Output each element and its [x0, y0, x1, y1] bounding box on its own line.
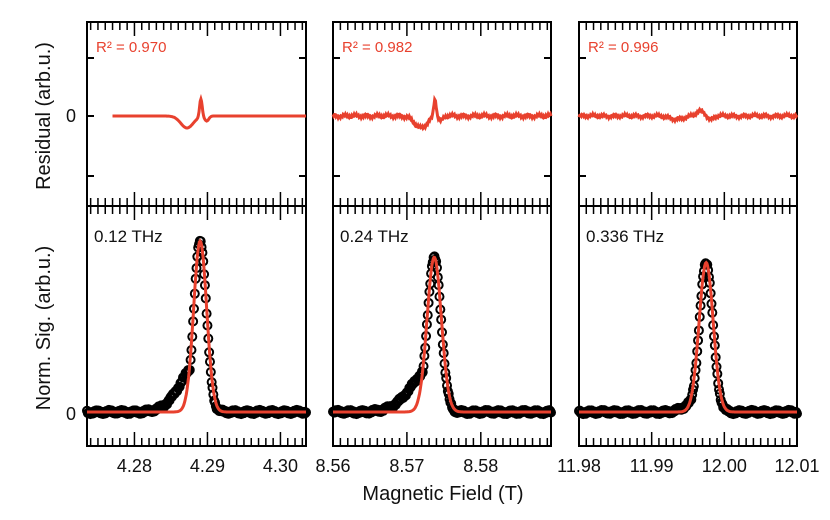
frequency-label: 0.24 THz	[340, 227, 409, 246]
residual-curve	[112, 93, 306, 130]
y-zero-label-top: 0	[66, 106, 76, 126]
r-squared-label: R² = 0.970	[96, 39, 166, 56]
panel-1: 4.28 4.29 4.30 R² = 0.970 0.12 THz	[82, 21, 311, 476]
panel-3: 11.98 11.99 12.00 12.01 R² = 0.996 0.336 THz	[557, 21, 820, 476]
fit-curve	[333, 255, 551, 414]
x-axis-title: Magnetic Field (T)	[362, 483, 523, 505]
panel-2: 8.56 8.57 8.58 R² = 0.982 0.24 THz	[315, 21, 556, 476]
y-axis-title-signal: Norm. Sig. (arb.u.)	[33, 246, 55, 410]
residual-curve	[331, 94, 553, 132]
signal-frame	[86, 205, 307, 447]
r-squared-label: R² = 0.996	[588, 39, 658, 56]
x-tick-label: 4.30	[263, 456, 298, 476]
frequency-label: 0.336 THz	[586, 227, 664, 246]
x-tick-label: 11.99	[630, 456, 674, 476]
signal-frame	[332, 205, 552, 447]
x-tick-label: 8.56	[315, 456, 350, 476]
fit-curve	[87, 238, 306, 414]
x-tick-label: 8.57	[389, 456, 424, 476]
frequency-label: 0.12 THz	[94, 227, 163, 246]
residual-curve	[577, 106, 799, 125]
r-squared-label: R² = 0.982	[342, 39, 412, 56]
data-point	[792, 408, 802, 419]
x-tick-label: 12.01	[774, 456, 819, 476]
x-tick-label: 11.98	[557, 456, 601, 476]
x-tick-label: 8.58	[463, 456, 498, 476]
fit-curve	[579, 260, 797, 414]
x-tick-label: 4.28	[117, 456, 152, 476]
x-tick-label: 12.00	[702, 456, 747, 476]
x-tick-label: 4.29	[190, 456, 225, 476]
y-axis-title-residual: Residual (arb.u.)	[33, 42, 55, 190]
y-zero-label-bottom: 0	[66, 404, 76, 424]
